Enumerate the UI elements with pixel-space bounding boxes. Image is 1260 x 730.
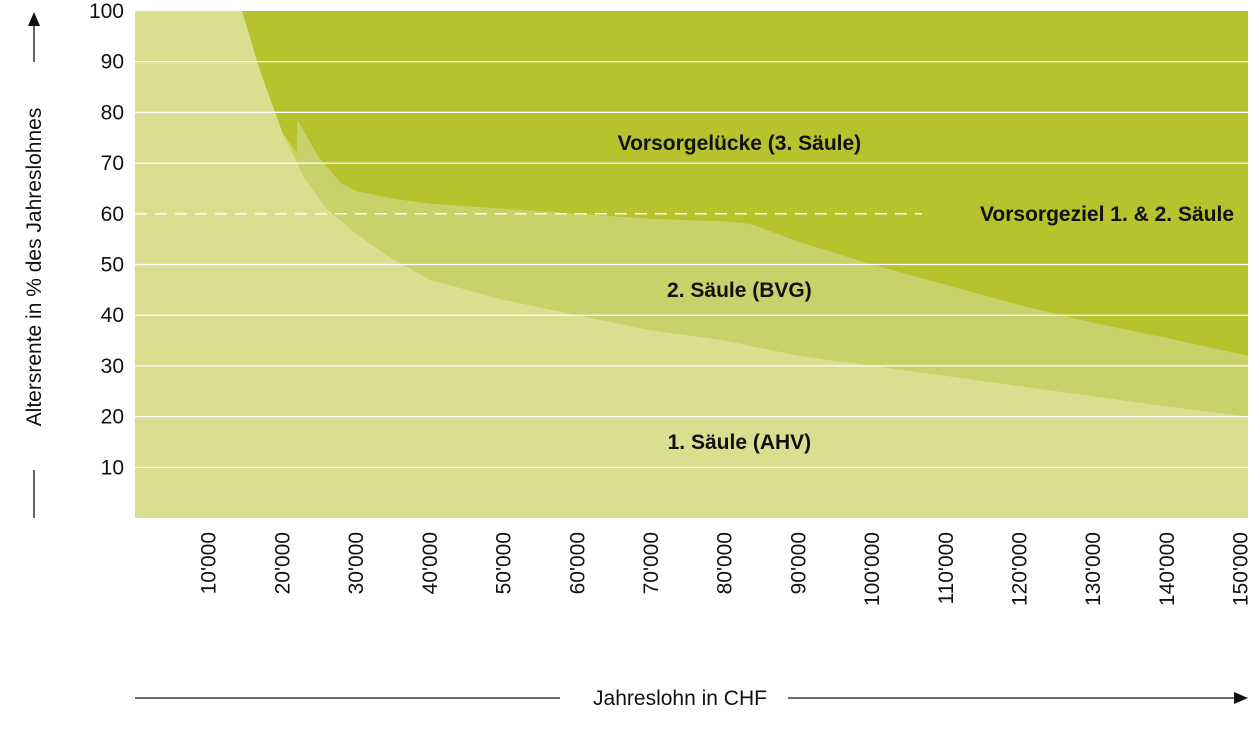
plot-area xyxy=(135,11,1248,518)
label-bvg: 2. Säule (BVG) xyxy=(667,279,812,302)
x-axis-arrowhead xyxy=(1234,692,1248,704)
y-tick-label-60: 60 xyxy=(101,203,124,226)
area-labels: 1. Säule (AHV) 2. Säule (BVG) Vorsorgelück… xyxy=(618,132,1234,454)
x-tick-label-100000: 100'000 xyxy=(861,532,884,606)
x-tick-label-70000: 70'000 xyxy=(640,532,663,594)
x-tick-label-150000: 150'000 xyxy=(1230,532,1253,606)
target-line-label: Vorsorgeziel 1. & 2. Säule xyxy=(980,203,1234,226)
y-axis-title: Altersrente in % des Jahreslohnes xyxy=(23,108,46,427)
x-tick-label-60000: 60'000 xyxy=(566,532,589,594)
x-axis-title: Jahreslohn in CHF xyxy=(593,687,767,710)
y-tick-label-100: 100 xyxy=(89,0,124,23)
x-tick-label-80000: 80'000 xyxy=(714,532,737,594)
y-tick-label-70: 70 xyxy=(101,152,124,175)
y-tick-label-40: 40 xyxy=(101,304,124,327)
x-axis-ticks: 10'000 20'000 30'000 40'000 50'000 60'000 70'0… xyxy=(198,532,1253,606)
y-tick-label-50: 50 xyxy=(101,254,124,277)
x-tick-label-30000: 30'000 xyxy=(345,532,368,594)
x-tick-label-40000: 40'000 xyxy=(419,532,442,594)
x-tick-label-10000: 10'000 xyxy=(198,532,221,594)
y-axis-title-group: Altersrente in % des Jahreslohnes xyxy=(23,12,46,518)
y-tick-label-20: 20 xyxy=(101,406,124,429)
y-tick-label-80: 80 xyxy=(101,101,124,124)
x-tick-label-140000: 140'000 xyxy=(1156,532,1179,606)
x-tick-label-20000: 20'000 xyxy=(271,532,294,594)
y-axis-ticks: 10 20 30 40 50 60 70 80 90 100 xyxy=(89,0,124,479)
x-tick-label-90000: 90'000 xyxy=(787,532,810,594)
x-axis-title-group: Jahreslohn in CHF xyxy=(135,687,1248,710)
label-ahv: 1. Säule (AHV) xyxy=(668,431,812,454)
x-tick-label-110000: 110'000 xyxy=(935,532,958,605)
label-gap: Vorsorgelücke (3. Säule) xyxy=(618,132,862,155)
x-tick-label-120000: 120'000 xyxy=(1009,532,1032,606)
x-tick-label-130000: 130'000 xyxy=(1082,532,1105,606)
area-ahv xyxy=(135,11,1248,518)
x-tick-label-50000: 50'000 xyxy=(493,532,516,594)
y-tick-label-10: 10 xyxy=(101,456,124,479)
y-axis-arrowhead xyxy=(28,12,40,26)
y-tick-label-30: 30 xyxy=(101,355,124,378)
y-tick-label-90: 90 xyxy=(101,51,124,74)
